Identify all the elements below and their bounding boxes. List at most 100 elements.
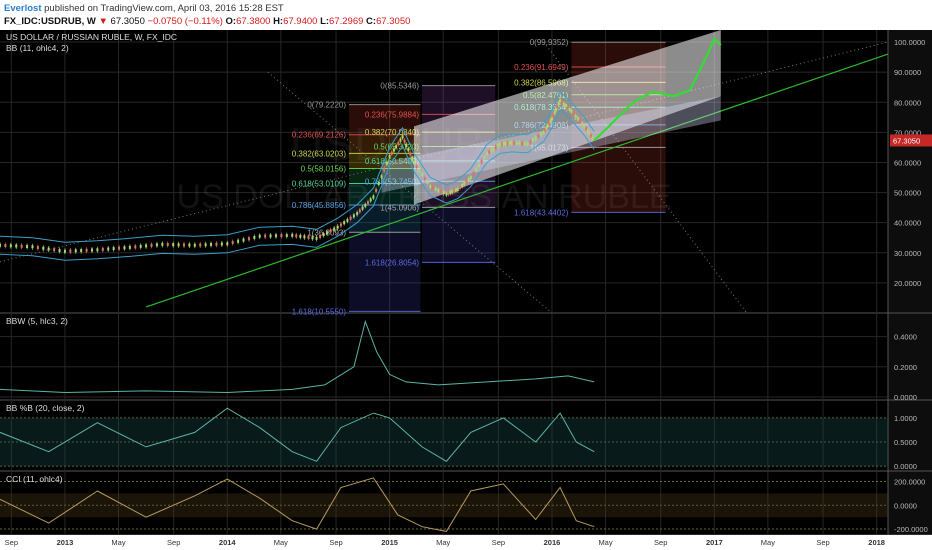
- candle-body: [508, 141, 511, 145]
- main-pane-indicator: BB (11, ohlc4, 2): [6, 43, 69, 53]
- candle-body: [421, 173, 424, 177]
- candle-body: [552, 114, 555, 118]
- candle-body: [139, 244, 142, 248]
- fib-level-label: 0.382(86.5968): [514, 78, 569, 87]
- price-axis-area: [888, 30, 932, 535]
- fib-zone: [422, 207, 496, 263]
- candle-body: [475, 167, 478, 171]
- candle-body: [274, 234, 277, 238]
- candle-body: [204, 243, 207, 247]
- candle-body: [80, 249, 83, 253]
- candle-body: [226, 242, 229, 246]
- candle-body: [20, 244, 23, 248]
- candle-body: [36, 246, 39, 250]
- candle-body: [364, 203, 367, 207]
- candle-body: [412, 160, 415, 164]
- candle-body: [177, 243, 180, 247]
- candle-body: [411, 156, 414, 160]
- indicator-tick-label: 0.0000: [894, 393, 917, 402]
- indicator-tick-label: 0.4000: [894, 333, 917, 342]
- candle-body: [453, 189, 456, 193]
- candle-body: [349, 216, 352, 220]
- candle-body: [166, 243, 169, 247]
- candle-body: [488, 150, 491, 154]
- fib-level-label: 0.236(69.2126): [292, 131, 347, 140]
- candle-body: [465, 180, 468, 184]
- candle-body: [557, 102, 560, 106]
- fib-zone: [571, 147, 666, 213]
- candle-body: [15, 244, 18, 248]
- candle-body: [440, 190, 443, 194]
- candle-body: [518, 141, 521, 145]
- bollinger-upper: [0, 90, 595, 243]
- dotted-trend-line: [0, 41, 889, 263]
- candle-body: [90, 248, 93, 252]
- candle-body: [589, 134, 592, 138]
- candle-body: [47, 247, 50, 251]
- candle-body: [510, 141, 513, 145]
- fib-level-label: 0(99.9352): [530, 38, 569, 47]
- candle-body: [445, 192, 448, 196]
- candle-body: [429, 185, 432, 189]
- indicator-tick-label: 0.2000: [894, 363, 917, 372]
- candle-body: [388, 154, 391, 158]
- time-axis-label: 2015: [381, 538, 398, 547]
- candle-body: [145, 244, 148, 248]
- candle-body: [96, 248, 99, 252]
- candle-body: [401, 135, 404, 139]
- candle-body: [280, 234, 283, 238]
- candle-body: [431, 186, 434, 190]
- candle-body: [0, 243, 1, 247]
- candle-body: [264, 234, 267, 238]
- candle-body: [556, 105, 559, 109]
- candle-body: [586, 129, 589, 133]
- time-axis-area: [0, 535, 932, 550]
- candle-body: [415, 164, 418, 168]
- candle-body: [494, 145, 497, 149]
- indicator-tick-label: 200.0000: [894, 478, 925, 487]
- price-tick-label: 70.0000: [894, 128, 921, 137]
- candle-body: [515, 141, 518, 145]
- candle-body: [383, 168, 386, 172]
- candle-body: [545, 126, 548, 130]
- published-text: published on TradingView.com, April 03, …: [44, 3, 284, 14]
- candle-body: [352, 214, 355, 218]
- candle-body: [486, 151, 489, 155]
- candle-body: [172, 243, 175, 247]
- candle-body: [483, 155, 486, 159]
- author-link[interactable]: Everlost: [4, 3, 42, 14]
- chart-canvas[interactable]: 100.0000 90.0000 80.0000 70.0000 60.0000 50.0…: [0, 30, 932, 550]
- time-axis-label: 2013: [57, 538, 74, 547]
- high-label: H:: [273, 16, 284, 27]
- candle-body: [434, 187, 437, 191]
- candle-body: [407, 148, 410, 152]
- fib-level-label: 1.618(10.5550): [292, 307, 347, 316]
- candle-body: [258, 234, 261, 238]
- candle-body: [540, 132, 543, 136]
- candle-body: [150, 243, 153, 247]
- candle-body: [566, 106, 569, 110]
- fib-level-label: 0.786(53.7450): [365, 177, 420, 186]
- candle-body: [346, 218, 349, 222]
- indicator-tick-label: 0.0000: [894, 501, 917, 510]
- price-tick-label: 90.0000: [894, 68, 921, 77]
- price-tick-label: 30.0000: [894, 249, 921, 258]
- price-change: −0.0750 (−0.11%): [147, 16, 223, 27]
- candle-body: [220, 242, 223, 246]
- candle-body: [562, 102, 565, 106]
- fib-level-label: 1.618(43.4402): [514, 208, 569, 217]
- high-value: 67.9400: [283, 16, 318, 27]
- candle-body: [390, 151, 393, 155]
- candle-body: [480, 159, 483, 163]
- candle-body: [560, 101, 563, 105]
- candle-body: [442, 191, 445, 195]
- candle-body: [329, 229, 332, 233]
- candle-body: [553, 111, 556, 115]
- candle-body: [237, 239, 240, 243]
- candle-body: [182, 243, 185, 247]
- candle-body: [555, 108, 558, 112]
- candle-body: [490, 148, 493, 152]
- candle-body: [437, 188, 440, 192]
- main-pane-title: US DOLLAR / RUSSIAN RUBLE, W, FX_IDC: [6, 32, 177, 42]
- candle-body: [447, 191, 450, 195]
